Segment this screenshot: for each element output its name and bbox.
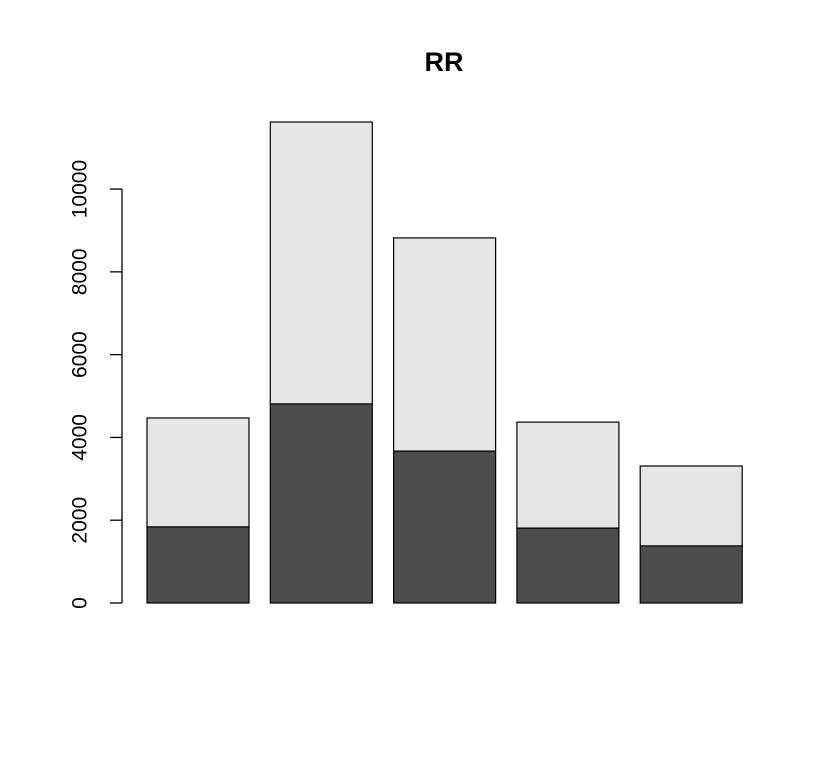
y-tick-label: 2000 xyxy=(69,497,92,544)
y-tick-label: 0 xyxy=(69,597,92,609)
bar-segment xyxy=(393,450,497,604)
chart-title: RR xyxy=(425,47,464,77)
bar-segment xyxy=(516,421,620,529)
bar-segment xyxy=(639,545,743,604)
y-tick-label: 10000 xyxy=(69,160,92,218)
y-tick-label: 6000 xyxy=(69,331,92,378)
bar-segment xyxy=(639,465,743,547)
bar-segment xyxy=(516,527,620,604)
bar-segment xyxy=(393,237,497,452)
y-tick-label: 8000 xyxy=(69,248,92,295)
bar-segment xyxy=(146,526,250,604)
bar-segment xyxy=(269,121,373,405)
bar-segment xyxy=(269,403,373,604)
y-tick-label: 4000 xyxy=(69,414,92,461)
bar-segment xyxy=(146,417,250,528)
